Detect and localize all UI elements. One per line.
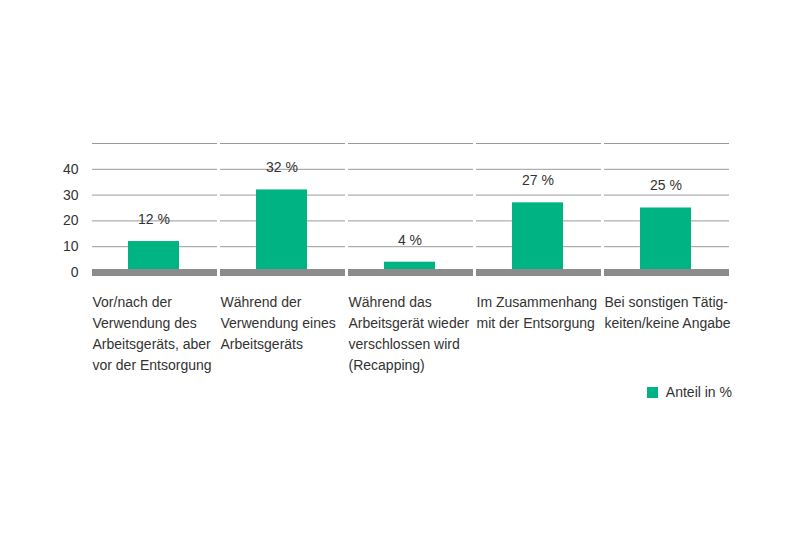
- svg-text:40: 40: [63, 161, 79, 177]
- svg-text:20: 20: [63, 212, 79, 228]
- svg-text:0: 0: [71, 264, 79, 280]
- svg-text:32 %: 32 %: [266, 159, 298, 175]
- html-text:Anteil in %: Anteil in %: [665, 384, 732, 400]
- svg-text:4 %: 4 %: [398, 232, 422, 248]
- svg-text:Bei sonstigen Tätig-keiten/kei: Bei sonstigen Tätig-keiten/keine Angabe: [605, 294, 731, 331]
- svg-text:27 %: 27 %: [522, 172, 554, 188]
- svg-text:Während derVerwendung einesArb: Während derVerwendung einesArbeitsgeräts: [221, 294, 336, 352]
- svg-text:Vor/nach derVerwendung desArbe: Vor/nach derVerwendung desArbeitsgeräts,…: [93, 294, 212, 373]
- svg-text:25 %: 25 %: [650, 177, 682, 193]
- svg-text:Während dasArbeitsgerät wieder: Während dasArbeitsgerät wiederverschloss…: [349, 294, 470, 373]
- svg-text:10: 10: [63, 238, 79, 254]
- svg-text:12 %: 12 %: [138, 211, 170, 227]
- svg-text:30: 30: [63, 187, 79, 203]
- svg-text:Im Zusammenhangmit der Entsorg: Im Zusammenhangmit der Entsorgung: [477, 294, 598, 331]
